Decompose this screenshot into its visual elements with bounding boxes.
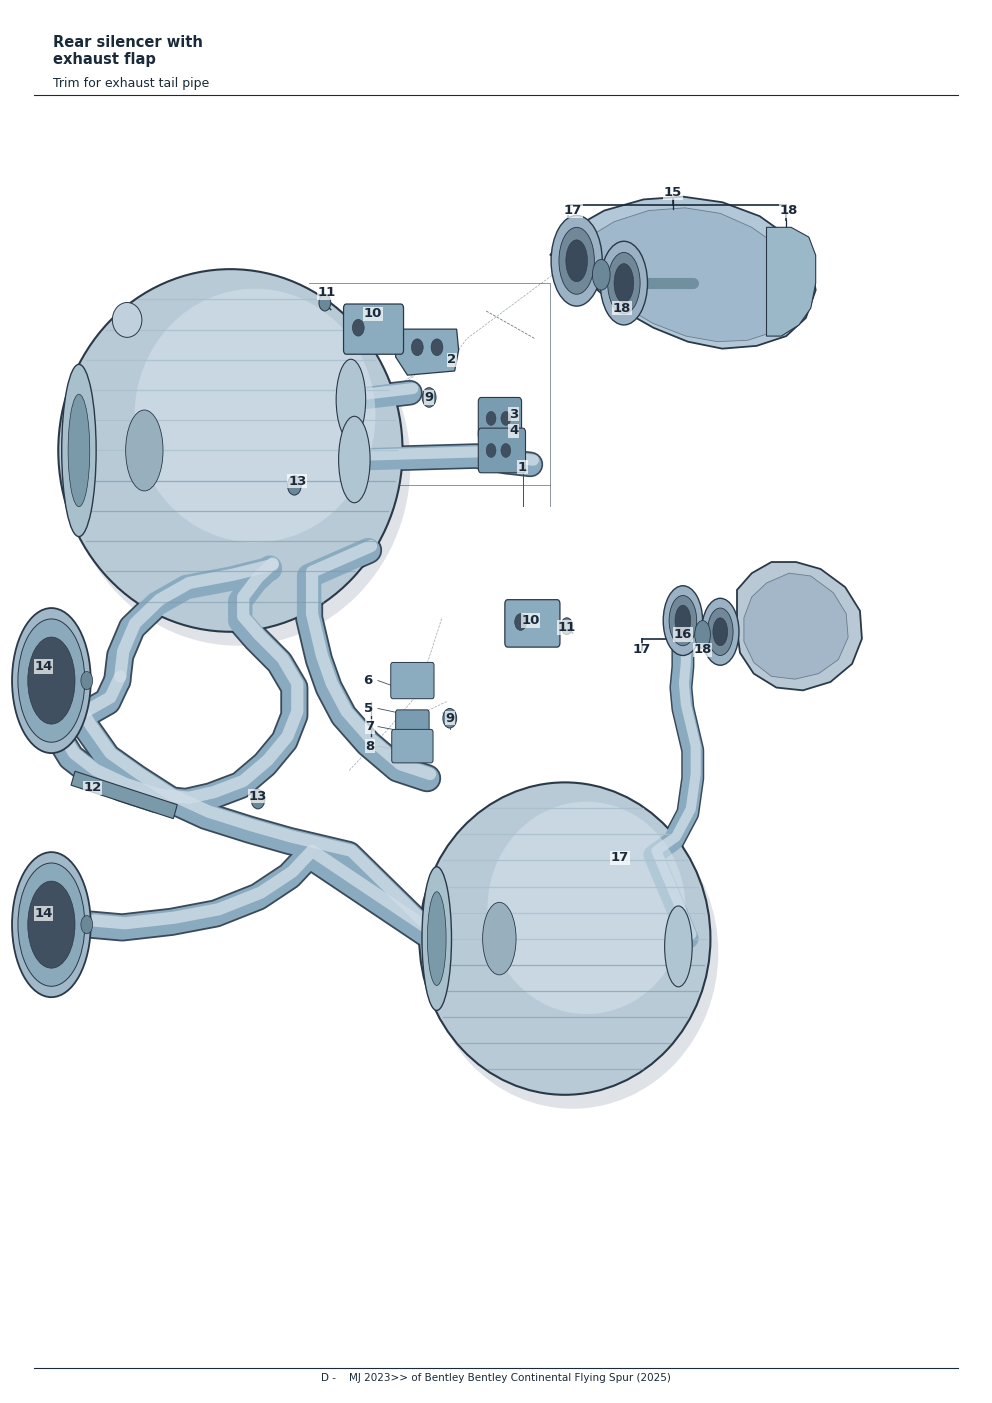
Circle shape — [486, 411, 496, 425]
Circle shape — [288, 476, 302, 495]
Polygon shape — [71, 772, 178, 819]
FancyBboxPatch shape — [478, 428, 526, 473]
FancyBboxPatch shape — [391, 662, 434, 699]
Circle shape — [423, 387, 436, 407]
Circle shape — [442, 709, 456, 728]
Text: 16: 16 — [674, 629, 692, 641]
Text: 10: 10 — [521, 615, 540, 627]
Text: 15: 15 — [664, 187, 682, 199]
Text: 9: 9 — [425, 391, 434, 404]
Ellipse shape — [81, 672, 92, 690]
Circle shape — [501, 443, 511, 457]
Text: 18: 18 — [693, 644, 711, 657]
Circle shape — [352, 320, 364, 337]
Ellipse shape — [66, 283, 411, 645]
Ellipse shape — [12, 852, 90, 998]
Circle shape — [319, 295, 330, 311]
Text: 13: 13 — [249, 790, 267, 803]
Text: 6: 6 — [363, 673, 373, 687]
Text: 5: 5 — [363, 702, 373, 716]
Circle shape — [251, 790, 265, 810]
Text: 14: 14 — [35, 661, 53, 673]
Ellipse shape — [701, 598, 739, 665]
Ellipse shape — [18, 619, 85, 742]
Text: 17: 17 — [611, 852, 629, 864]
Text: 7: 7 — [365, 720, 375, 734]
Ellipse shape — [112, 303, 142, 337]
Text: 9: 9 — [445, 711, 454, 725]
Text: 8: 8 — [365, 739, 375, 752]
Ellipse shape — [558, 227, 594, 295]
Text: 18: 18 — [613, 302, 631, 314]
Ellipse shape — [336, 359, 366, 441]
Polygon shape — [396, 330, 458, 375]
FancyBboxPatch shape — [478, 397, 522, 439]
Ellipse shape — [338, 417, 370, 502]
Text: 11: 11 — [317, 286, 336, 299]
Ellipse shape — [707, 607, 733, 655]
Circle shape — [486, 443, 496, 457]
FancyBboxPatch shape — [392, 730, 434, 763]
Ellipse shape — [126, 410, 163, 491]
Text: 13: 13 — [288, 474, 307, 488]
Ellipse shape — [675, 605, 690, 636]
Text: 2: 2 — [447, 354, 456, 366]
Ellipse shape — [565, 240, 587, 282]
Ellipse shape — [28, 637, 75, 724]
Ellipse shape — [614, 264, 634, 303]
Circle shape — [560, 617, 572, 634]
Text: 17: 17 — [633, 644, 651, 657]
Circle shape — [412, 340, 424, 355]
Ellipse shape — [18, 863, 85, 986]
FancyBboxPatch shape — [343, 304, 404, 354]
Text: 1: 1 — [518, 460, 527, 474]
Text: 17: 17 — [563, 203, 582, 217]
Ellipse shape — [664, 585, 702, 655]
Polygon shape — [767, 227, 815, 337]
FancyBboxPatch shape — [396, 710, 430, 741]
Ellipse shape — [608, 253, 640, 314]
Ellipse shape — [694, 620, 710, 648]
Ellipse shape — [428, 797, 718, 1108]
Circle shape — [501, 411, 511, 425]
Ellipse shape — [483, 902, 516, 975]
Ellipse shape — [487, 801, 685, 1014]
Text: D -    MJ 2023>> of Bentley Bentley Continental Flying Spur (2025): D - MJ 2023>> of Bentley Bentley Contine… — [321, 1374, 671, 1383]
Text: Trim for exhaust tail pipe: Trim for exhaust tail pipe — [54, 77, 209, 90]
FancyBboxPatch shape — [505, 599, 559, 647]
Text: 11: 11 — [558, 622, 576, 634]
Text: 4: 4 — [509, 425, 519, 438]
Ellipse shape — [670, 595, 696, 645]
Text: 14: 14 — [35, 906, 53, 920]
Ellipse shape — [12, 607, 90, 753]
Ellipse shape — [68, 394, 89, 506]
Ellipse shape — [59, 269, 403, 631]
Polygon shape — [551, 196, 815, 349]
Ellipse shape — [62, 365, 96, 536]
Polygon shape — [737, 563, 862, 690]
Circle shape — [515, 613, 527, 630]
Text: 12: 12 — [83, 781, 102, 794]
Text: Rear silencer with
exhaust flap: Rear silencer with exhaust flap — [54, 35, 203, 67]
Circle shape — [432, 340, 442, 355]
Ellipse shape — [552, 216, 602, 306]
Ellipse shape — [665, 906, 692, 986]
Text: 10: 10 — [364, 307, 382, 320]
Ellipse shape — [135, 289, 376, 543]
Ellipse shape — [420, 783, 710, 1094]
Polygon shape — [744, 574, 848, 679]
Ellipse shape — [28, 881, 75, 968]
Ellipse shape — [422, 867, 451, 1010]
Ellipse shape — [713, 617, 728, 645]
Polygon shape — [569, 208, 799, 342]
Ellipse shape — [81, 916, 92, 934]
Text: 3: 3 — [509, 408, 519, 421]
Ellipse shape — [600, 241, 648, 325]
Ellipse shape — [428, 892, 446, 985]
Text: 18: 18 — [780, 203, 799, 217]
Ellipse shape — [592, 260, 610, 290]
